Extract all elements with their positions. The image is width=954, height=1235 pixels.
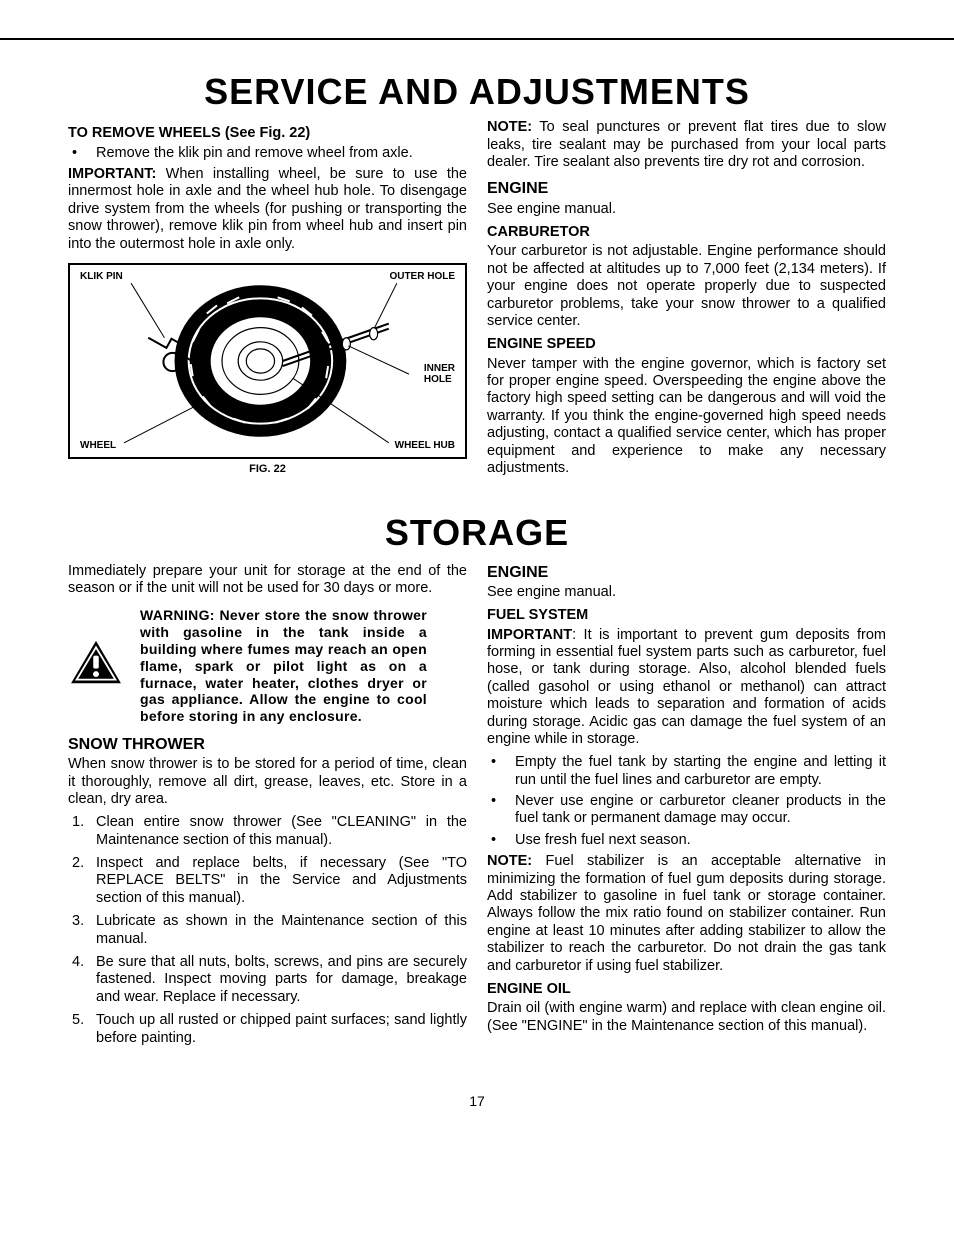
service-right-col: NOTE: To seal punctures or prevent flat … bbox=[487, 119, 886, 483]
heading-remove-wheels: TO REMOVE WHEELS (See Fig. 22) bbox=[68, 125, 467, 142]
fuel-important-label: IMPORTANT bbox=[487, 627, 572, 643]
heading-speed: ENGINE SPEED bbox=[487, 336, 886, 353]
fb3: Use fresh fuel next season. bbox=[515, 832, 886, 849]
bullet-remove: • Remove the klik pin and remove wheel f… bbox=[68, 145, 467, 162]
title-service: SERVICE AND ADJUSTMENTS bbox=[68, 70, 886, 113]
note-label: NOTE: bbox=[487, 119, 532, 135]
note-tires: NOTE: To seal punctures or prevent flat … bbox=[487, 119, 886, 171]
list-item: 2.Inspect and replace belts, if necessar… bbox=[68, 855, 467, 907]
warning-text: WARNING: Never store the snow thrower wi… bbox=[140, 607, 427, 725]
list-item: 5.Touch up all rusted or chipped paint s… bbox=[68, 1012, 467, 1047]
wheel-diagram-icon bbox=[70, 265, 465, 457]
fb1: Empty the fuel tank by starting the engi… bbox=[515, 754, 886, 789]
li1: Clean entire snow thrower (See "CLEANING… bbox=[96, 814, 467, 849]
note-text: To seal punctures or prevent flat tires … bbox=[487, 119, 886, 170]
service-left-col: TO REMOVE WHEELS (See Fig. 22) • Remove … bbox=[68, 119, 467, 483]
carb-text: Your carburetor is not adjustable. Engin… bbox=[487, 243, 886, 330]
heading-snow-thrower: SNOW THROWER bbox=[68, 735, 467, 754]
li2: Inspect and replace belts, if necessary … bbox=[96, 855, 467, 907]
important-label: IMPORTANT: bbox=[68, 166, 156, 182]
storage-columns: Immediately prepare your unit for storag… bbox=[68, 561, 886, 1053]
figure-22: KLIK PIN OUTER HOLE INNER HOLE WHEEL WHE… bbox=[68, 263, 467, 459]
list-item: 1.Clean entire snow thrower (See "CLEANI… bbox=[68, 814, 467, 849]
heading-oil: ENGINE OIL bbox=[487, 981, 886, 998]
heading-carb: CARBURETOR bbox=[487, 224, 886, 241]
list-item: 4.Be sure that all nuts, bolts, screws, … bbox=[68, 954, 467, 1006]
fuel-important: IMPORTANT: It is important to prevent gu… bbox=[487, 627, 886, 749]
bullet-item: •Empty the fuel tank by starting the eng… bbox=[487, 754, 886, 789]
heading-fuel: FUEL SYSTEM bbox=[487, 607, 886, 624]
fuel-note: NOTE: Fuel stabilizer is an acceptable a… bbox=[487, 853, 886, 975]
storage-left-col: Immediately prepare your unit for storag… bbox=[68, 561, 467, 1053]
important-wheel: IMPORTANT: When installing wheel, be sur… bbox=[68, 166, 467, 253]
heading-engine: ENGINE bbox=[487, 179, 886, 198]
bullet-item: •Never use engine or carburetor cleaner … bbox=[487, 793, 886, 828]
engine-text: See engine manual. bbox=[487, 201, 886, 218]
page: SERVICE AND ADJUSTMENTS TO REMOVE WHEELS… bbox=[0, 38, 954, 1130]
bullet-mark: • bbox=[68, 145, 96, 162]
service-columns: TO REMOVE WHEELS (See Fig. 22) • Remove … bbox=[68, 119, 886, 483]
page-number: 17 bbox=[68, 1093, 886, 1110]
fuel-note-label: NOTE: bbox=[487, 853, 532, 869]
storage-engine-text: See engine manual. bbox=[487, 584, 886, 601]
bullet-item: •Use fresh fuel next season. bbox=[487, 832, 886, 849]
title-storage: STORAGE bbox=[68, 511, 886, 554]
fb2: Never use engine or carburetor cleaner p… bbox=[515, 793, 886, 828]
fuel-important-text: : It is important to prevent gum deposit… bbox=[487, 627, 886, 747]
oil-text: Drain oil (with engine warm) and replace… bbox=[487, 1000, 886, 1035]
snow-intro: When snow thrower is to be stored for a … bbox=[68, 756, 467, 808]
storage-right-col: ENGINE See engine manual. FUEL SYSTEM IM… bbox=[487, 561, 886, 1053]
warning-icon bbox=[68, 639, 124, 692]
storage-intro: Immediately prepare your unit for storag… bbox=[68, 563, 467, 598]
list-item: 3.Lubricate as shown in the Maintenance … bbox=[68, 913, 467, 948]
li3: Lubricate as shown in the Maintenance se… bbox=[96, 913, 467, 948]
speed-text: Never tamper with the engine governor, w… bbox=[487, 356, 886, 478]
figure-caption: FIG. 22 bbox=[68, 463, 467, 476]
li5: Touch up all rusted or chipped paint sur… bbox=[96, 1012, 467, 1047]
fuel-note-text: Fuel stabilizer is an acceptable alterna… bbox=[487, 853, 886, 973]
warning-block: WARNING: Never store the snow thrower wi… bbox=[68, 607, 467, 725]
li4: Be sure that all nuts, bolts, screws, an… bbox=[96, 954, 467, 1006]
bullet-text: Remove the klik pin and remove wheel fro… bbox=[96, 145, 467, 162]
heading-storage-engine: ENGINE bbox=[487, 563, 886, 582]
